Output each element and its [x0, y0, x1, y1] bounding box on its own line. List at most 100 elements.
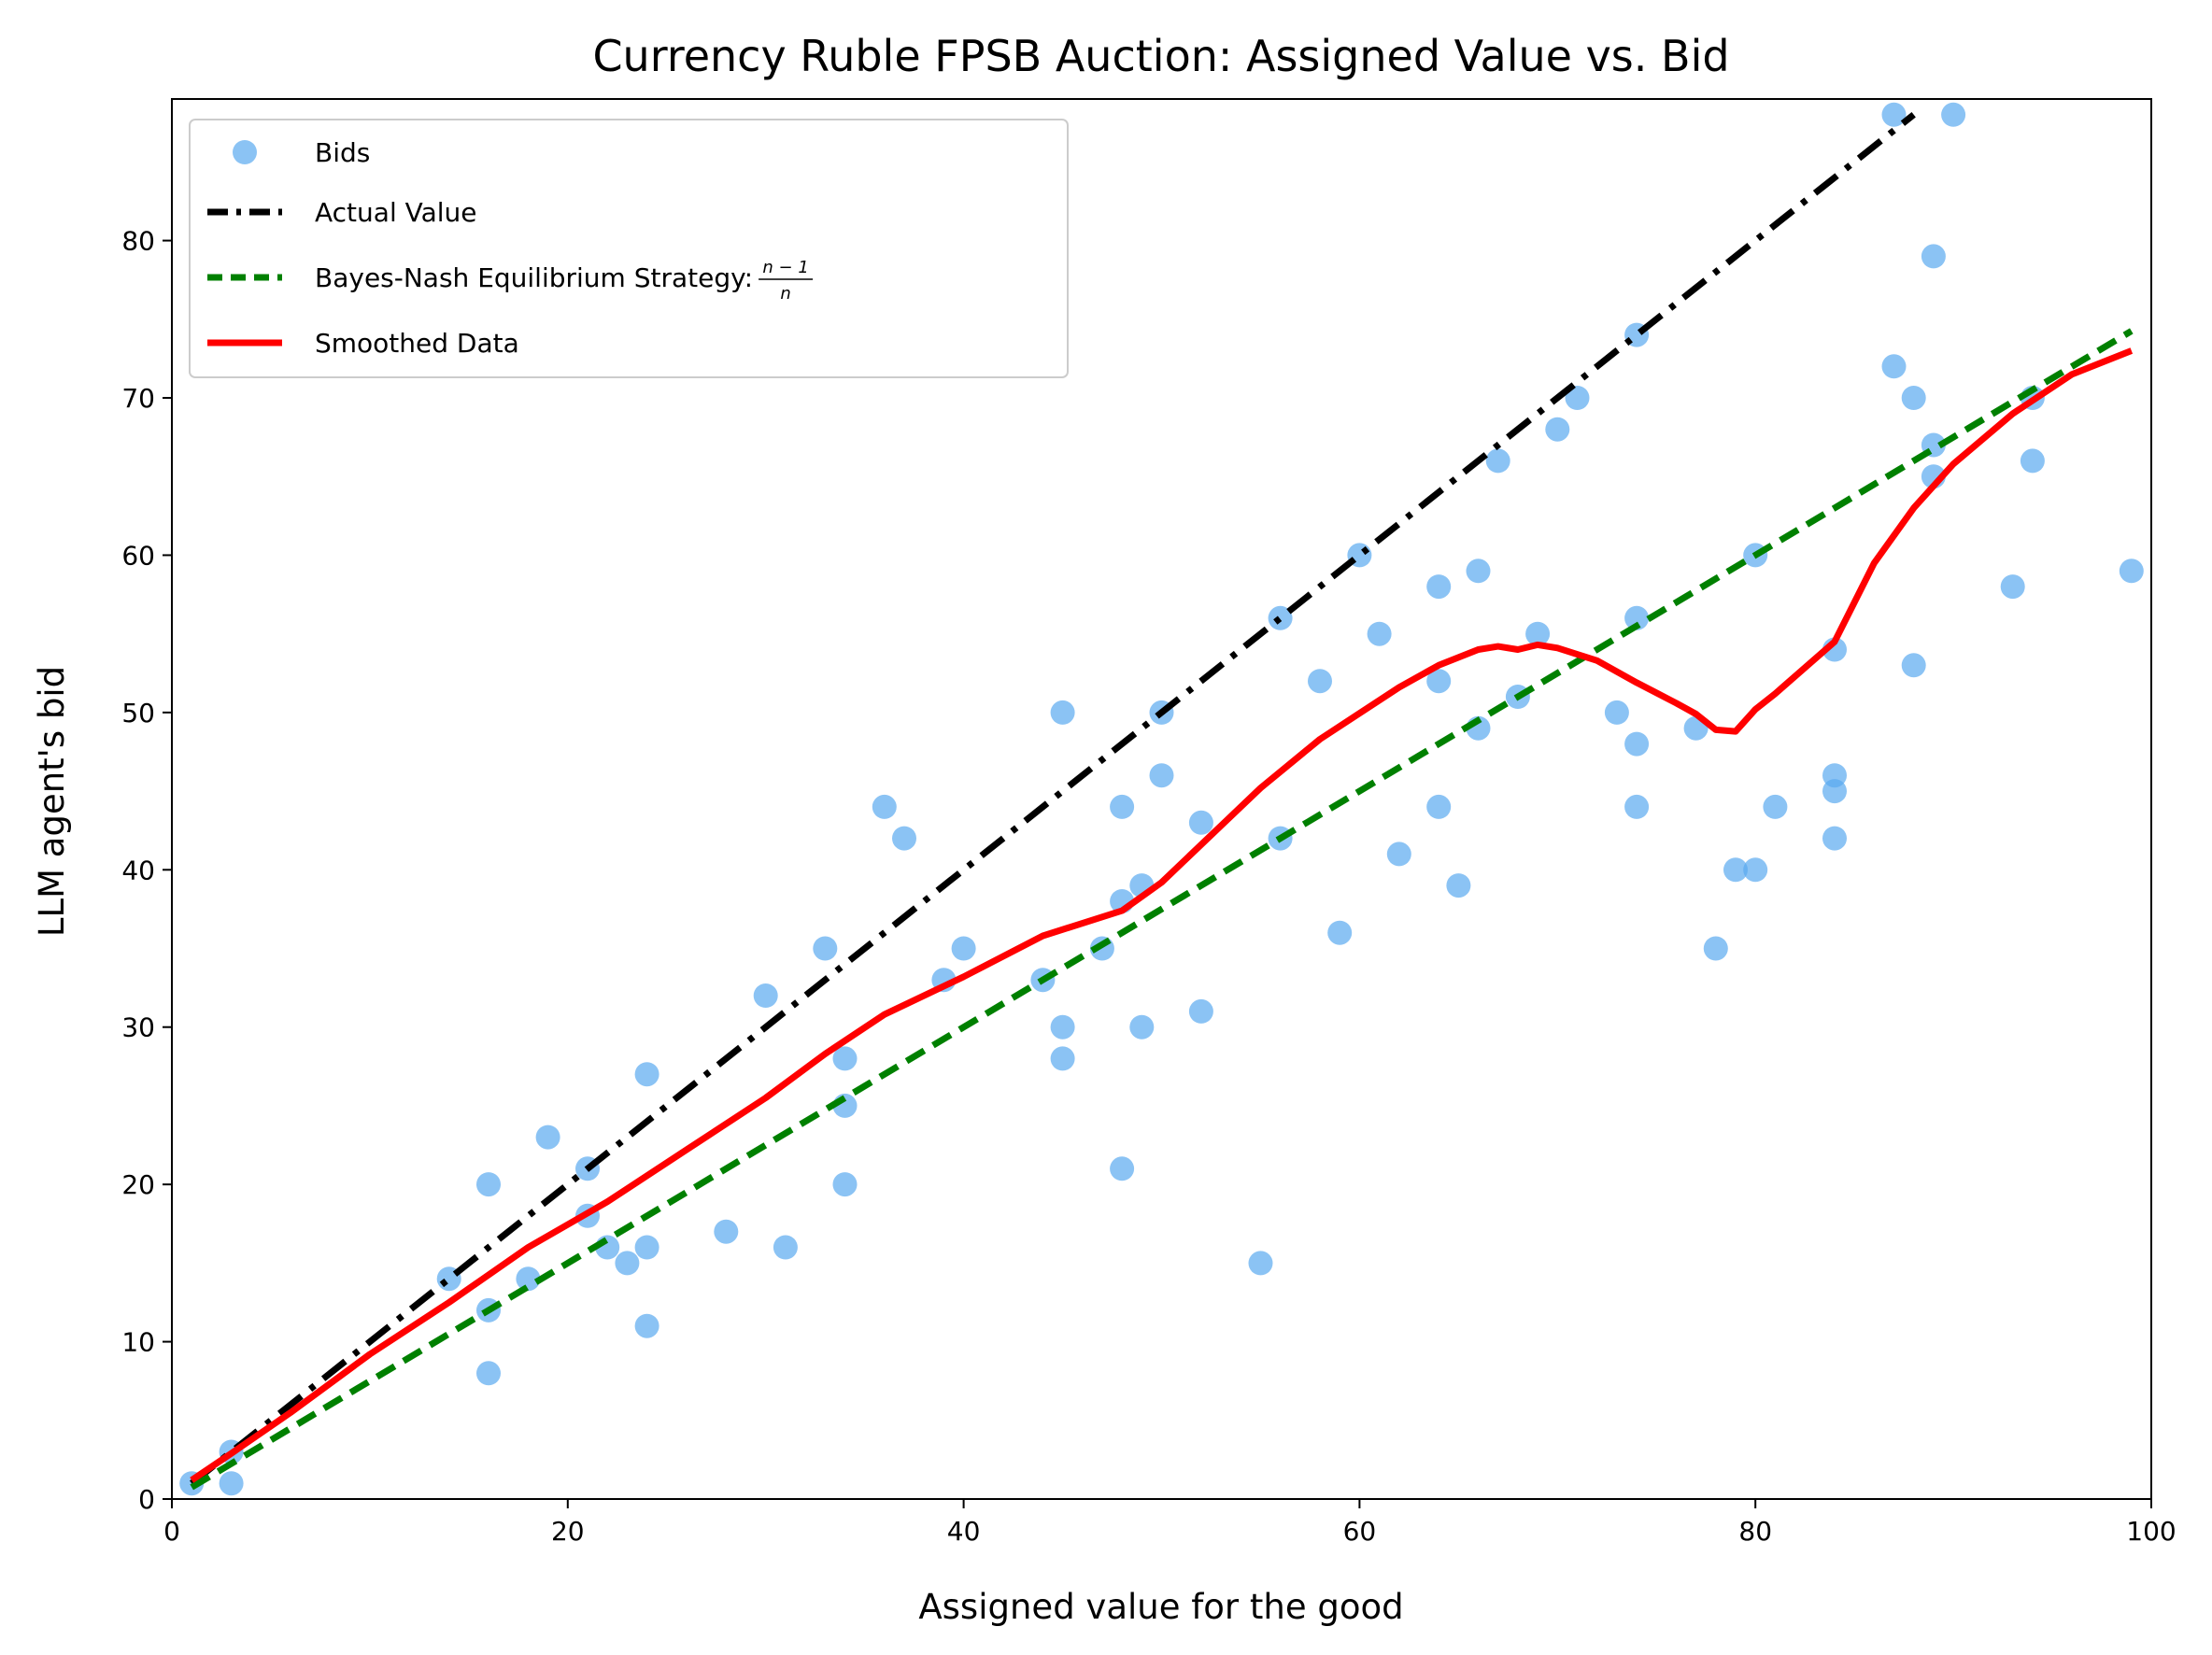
bid-point: [773, 1235, 798, 1260]
bid-point: [535, 1125, 560, 1150]
legend-label: Actual Value: [315, 197, 477, 228]
bid-point: [1446, 873, 1471, 898]
y-tick-label: 80: [121, 226, 155, 257]
bid-point: [1822, 826, 1847, 851]
y-tick-label: 70: [121, 383, 155, 414]
bid-point: [634, 1313, 659, 1338]
bid-point: [1327, 920, 1353, 945]
bid-point: [1149, 763, 1174, 788]
series-line-bayes-nash-equilibrium-strategy: [190, 328, 2134, 1491]
bid-point: [753, 983, 778, 1008]
bid-point: [1188, 810, 1213, 835]
y-tick-label: 60: [121, 540, 155, 571]
y-tick-label: 0: [138, 1484, 155, 1515]
bid-point: [1110, 1156, 1135, 1181]
bid-point: [219, 1471, 244, 1496]
bid-point: [1921, 244, 1946, 269]
bid-point: [1901, 386, 1926, 410]
series-line-actual-value: [190, 112, 1916, 1486]
legend-entry: Actual Value: [207, 197, 477, 228]
y-tick-label: 40: [121, 855, 155, 885]
bid-point: [1881, 354, 1907, 379]
bid-point: [1485, 448, 1510, 474]
y-tick-label: 10: [121, 1327, 155, 1358]
x-tick-label: 60: [1343, 1516, 1377, 1547]
bid-point: [1426, 574, 1452, 600]
bid-point: [1466, 559, 1491, 584]
bid-point: [1604, 700, 1629, 725]
bid-point: [1624, 605, 1650, 630]
bid-point: [1308, 669, 1332, 694]
bid-point: [476, 1172, 501, 1197]
bid-point: [813, 936, 838, 961]
x-axis-label: Assigned value for the good: [918, 1587, 1403, 1627]
y-tick-label: 50: [121, 698, 155, 728]
bid-point: [1941, 102, 1966, 127]
bid-point: [1901, 653, 1926, 678]
bid-point: [476, 1361, 501, 1386]
legend-entry: Bids: [233, 137, 370, 168]
bid-point: [1624, 794, 1650, 819]
bid-point: [951, 936, 976, 961]
bid-point: [1129, 1014, 1155, 1040]
bid-point: [1525, 621, 1551, 646]
series-bids: [179, 102, 2144, 1496]
fraction-denominator: n: [780, 284, 790, 304]
bid-point: [2020, 448, 2045, 474]
bid-point: [872, 794, 897, 819]
x-tick-label: 40: [947, 1516, 981, 1547]
bid-point: [1050, 1014, 1075, 1040]
bid-point: [1367, 621, 1392, 646]
bid-point: [516, 1266, 541, 1292]
y-tick-label: 30: [121, 1012, 155, 1043]
bid-point: [1050, 700, 1075, 725]
plot-frame: [171, 98, 2152, 1500]
legend-label: Bayes-Nash Equilibrium Strategy:: [315, 262, 753, 293]
bid-point: [1426, 794, 1452, 819]
legend-entry: Smoothed Data: [207, 328, 519, 359]
chart-title: Currency Ruble FPSB Auction: Assigned Va…: [592, 31, 1729, 81]
bid-point: [892, 826, 916, 851]
bid-point: [1565, 386, 1590, 410]
bid-point: [1763, 794, 1788, 819]
bid-point: [1426, 669, 1452, 694]
bid-point: [2000, 574, 2025, 600]
bid-point: [1386, 842, 1411, 867]
plot-area: [179, 102, 2144, 1496]
legend-label: Bids: [315, 137, 370, 168]
bid-point: [1822, 779, 1847, 804]
series-line-smoothed-data: [190, 347, 2134, 1483]
bid-point: [2119, 559, 2144, 584]
x-tick-label: 80: [1738, 1516, 1772, 1547]
legend-label: Smoothed Data: [315, 328, 519, 359]
bid-point: [1881, 102, 1907, 127]
bid-point: [634, 1235, 659, 1260]
y-tick-label: 20: [121, 1169, 155, 1200]
bid-point: [1188, 998, 1213, 1024]
bid-point: [1050, 1046, 1075, 1071]
bid-point: [832, 1172, 858, 1197]
legend-marker: [233, 140, 257, 164]
x-tick-label: 20: [551, 1516, 585, 1547]
x-tick-label: 0: [163, 1516, 180, 1547]
bid-point: [1545, 417, 1570, 442]
bid-point: [1624, 731, 1650, 757]
bid-point: [1703, 936, 1728, 961]
bid-point: [1723, 857, 1748, 883]
y-axis-label: LLM agent's bid: [32, 666, 72, 937]
bid-point: [615, 1251, 640, 1276]
bid-point: [714, 1219, 739, 1244]
bid-point: [832, 1046, 858, 1071]
axis-ticks: 0 20 40 60 80 100 0 10 20 30 40 50 60 70 80: [121, 226, 2176, 1547]
legend-entry: Bayes-Nash Equilibrium Strategy: n − 1 n: [207, 258, 814, 304]
bid-point: [1248, 1251, 1273, 1276]
fraction-numerator: n − 1: [762, 258, 808, 277]
bid-point: [634, 1062, 659, 1087]
legend-frame: [189, 119, 1069, 378]
bid-point: [1743, 857, 1768, 883]
x-tick-label: 100: [2126, 1516, 2176, 1547]
legend: Bids Actual Value Bayes-Nash Equilibrium S…: [189, 119, 1069, 378]
bid-point: [1110, 794, 1135, 819]
bid-point: [1268, 605, 1293, 630]
